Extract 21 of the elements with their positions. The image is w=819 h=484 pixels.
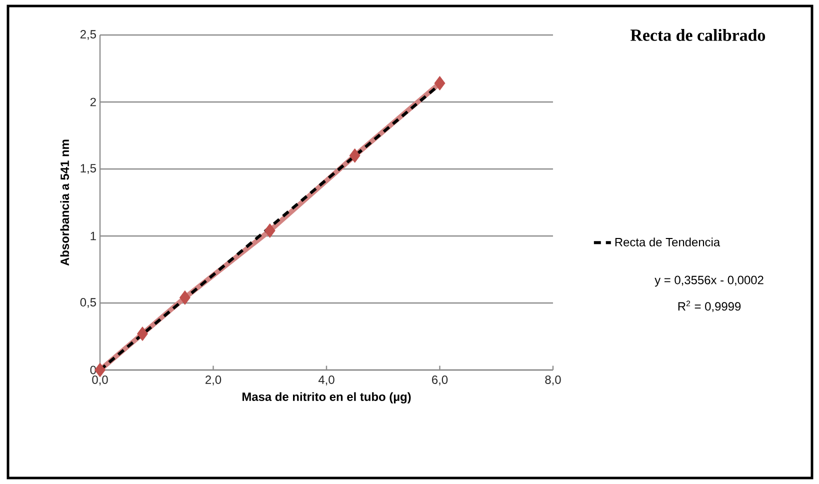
point: [179, 290, 190, 305]
x-tick-label: 2,0: [206, 376, 222, 386]
legend-label: Recta de Tendencia: [615, 238, 720, 246]
point: [264, 223, 276, 238]
y-tick-label: 2: [90, 98, 96, 106]
x-tick-label: 0,0: [92, 376, 108, 386]
y-tick-label: 2,5: [80, 30, 96, 40]
y-axis-title: Absorbancia a 541 nm: [60, 140, 70, 266]
text: Recta de calibrado: [630, 29, 766, 41]
point: [434, 76, 446, 90]
y-tick-label: 0,5: [80, 298, 96, 308]
text: R$^{2}$ = 0,9999: [678, 300, 741, 312]
x-tick-label: 4,0: [318, 376, 334, 386]
x-tick-label: 6,0: [432, 376, 448, 386]
y-tick-label: 1,5: [80, 164, 96, 174]
text: y = 0,3556x - 0,0002: [654, 276, 764, 287]
x-tick-label: 8,0: [545, 376, 561, 386]
point: [136, 326, 148, 342]
point: [349, 148, 360, 163]
x-axis-title: Masa de nitrito en el tubo (µg): [242, 392, 411, 404]
y-tick-label: 1: [90, 232, 96, 240]
